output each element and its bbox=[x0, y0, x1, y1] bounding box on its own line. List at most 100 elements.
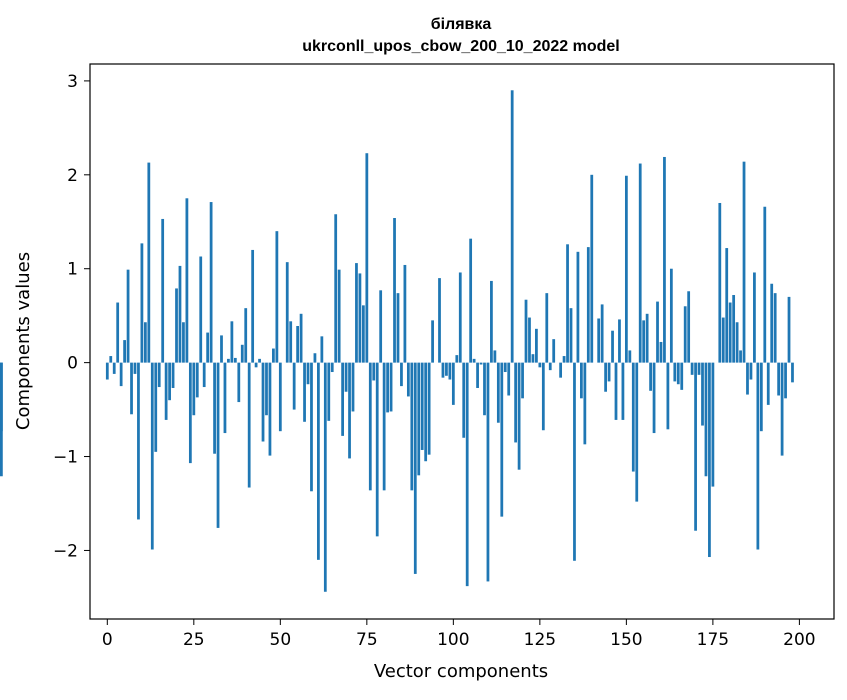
bar bbox=[497, 363, 500, 423]
bar bbox=[635, 363, 638, 502]
bar bbox=[362, 305, 365, 362]
y-tick-label: 1 bbox=[67, 260, 78, 280]
bar bbox=[272, 349, 275, 363]
bar bbox=[186, 198, 189, 362]
x-tick-label: 25 bbox=[183, 630, 205, 650]
bar bbox=[109, 356, 112, 363]
bar bbox=[514, 363, 517, 443]
bar bbox=[165, 363, 168, 420]
bar bbox=[224, 363, 227, 433]
chart-subtitle: ukrconll_upos_cbow_200_10_2022 model bbox=[302, 38, 619, 55]
bar bbox=[300, 314, 303, 363]
bar bbox=[639, 164, 642, 363]
bar bbox=[345, 363, 348, 392]
bar bbox=[763, 207, 766, 363]
bar bbox=[587, 247, 590, 363]
bar bbox=[566, 244, 569, 362]
bar bbox=[476, 363, 479, 388]
bar bbox=[168, 363, 171, 401]
bar bbox=[504, 363, 507, 372]
bar bbox=[296, 326, 299, 363]
bar bbox=[414, 363, 417, 574]
bar bbox=[431, 320, 434, 362]
bar bbox=[563, 356, 566, 363]
bar bbox=[203, 363, 206, 387]
x-tick-label: 175 bbox=[697, 630, 729, 650]
bar bbox=[736, 322, 739, 362]
bar bbox=[237, 363, 240, 402]
bar bbox=[525, 300, 528, 363]
bar bbox=[452, 363, 455, 405]
bar bbox=[622, 363, 625, 420]
bar bbox=[161, 219, 164, 363]
bar bbox=[725, 248, 728, 363]
bar bbox=[428, 363, 431, 455]
bar bbox=[442, 363, 445, 378]
bar bbox=[241, 345, 244, 363]
bar bbox=[348, 363, 351, 459]
x-tick-label: 200 bbox=[783, 630, 815, 650]
bar bbox=[438, 278, 441, 363]
bar bbox=[770, 284, 773, 363]
bar bbox=[179, 266, 182, 363]
bar bbox=[625, 176, 628, 363]
bar bbox=[376, 363, 379, 537]
bar bbox=[653, 363, 656, 433]
bar bbox=[269, 363, 272, 456]
bar bbox=[196, 363, 199, 398]
chart-title: білявка bbox=[431, 16, 492, 33]
bar bbox=[781, 363, 784, 456]
bar bbox=[199, 257, 202, 363]
y-tick-label: −1 bbox=[53, 448, 78, 468]
bar bbox=[123, 340, 126, 363]
bar bbox=[449, 363, 452, 380]
bar bbox=[601, 304, 604, 362]
bar bbox=[154, 363, 157, 452]
bar bbox=[147, 163, 150, 363]
bar bbox=[559, 363, 562, 378]
bar bbox=[722, 318, 725, 363]
x-tick-label: 50 bbox=[270, 630, 292, 650]
bar bbox=[172, 363, 175, 388]
bar bbox=[750, 363, 753, 380]
bar bbox=[120, 363, 123, 386]
bar bbox=[649, 363, 652, 391]
bar bbox=[459, 272, 462, 362]
bar bbox=[227, 359, 230, 363]
bar bbox=[777, 363, 780, 396]
bar bbox=[660, 342, 663, 363]
bar bbox=[279, 363, 282, 432]
bar bbox=[632, 363, 635, 472]
bar bbox=[393, 218, 396, 363]
bar bbox=[151, 363, 154, 550]
y-tick-label: 2 bbox=[67, 166, 78, 186]
bar bbox=[788, 297, 791, 363]
bar bbox=[251, 250, 254, 363]
bar bbox=[293, 363, 296, 410]
bar bbox=[383, 363, 386, 491]
bar bbox=[729, 303, 732, 363]
bar bbox=[673, 363, 676, 382]
bar bbox=[480, 363, 483, 365]
bar bbox=[469, 239, 472, 363]
bar bbox=[577, 252, 580, 363]
x-axis-label: Vector components bbox=[374, 661, 548, 682]
bar bbox=[213, 363, 216, 454]
bar bbox=[379, 290, 382, 362]
bar bbox=[341, 363, 344, 436]
bar bbox=[784, 363, 787, 399]
bar bbox=[417, 363, 420, 476]
bar bbox=[708, 363, 711, 557]
bar bbox=[611, 331, 614, 363]
bar bbox=[404, 265, 407, 363]
bar bbox=[521, 363, 524, 399]
bar bbox=[0, 363, 3, 477]
bar bbox=[642, 320, 645, 362]
bar bbox=[397, 293, 400, 362]
bar bbox=[701, 363, 704, 426]
bar bbox=[206, 333, 209, 363]
bar bbox=[538, 363, 541, 368]
bar bbox=[667, 363, 670, 430]
bar bbox=[372, 363, 375, 381]
bar bbox=[732, 295, 735, 363]
